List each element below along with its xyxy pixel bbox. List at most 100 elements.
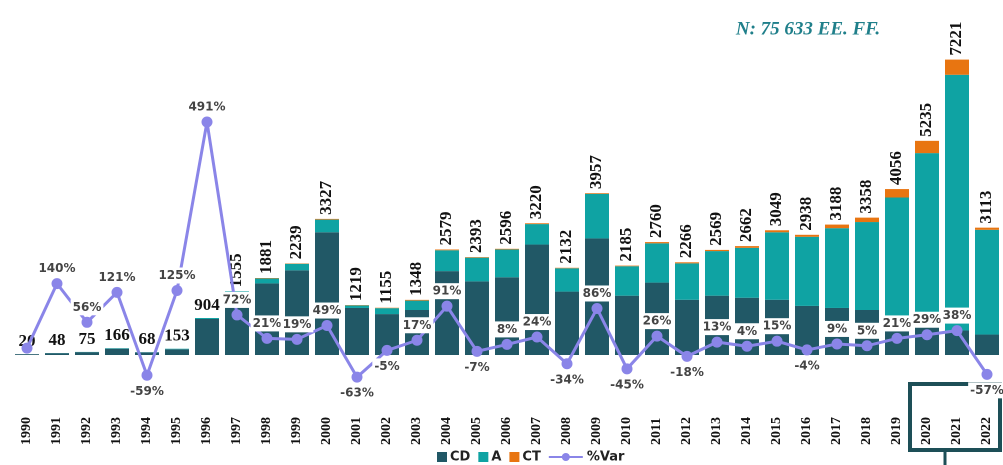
total-label: 2569 [706, 212, 725, 246]
point-label-group: 91% [430, 283, 464, 300]
point-label-group: 491% [186, 98, 228, 115]
x-tick-label: 2000 [319, 417, 334, 445]
line-point [501, 338, 513, 350]
point-label-bg [734, 323, 760, 340]
bar-segment [735, 246, 759, 248]
point-label: 91% [433, 284, 462, 298]
total-label: 1881 [256, 240, 275, 274]
bar-segment [975, 229, 999, 335]
bar-segment [705, 249, 729, 252]
bar-segment [345, 307, 369, 355]
point-label-group: -4% [792, 357, 822, 374]
point-label-bg [220, 291, 254, 308]
total-label: 68 [139, 329, 156, 348]
point-label: 5% [857, 323, 877, 337]
point-label: 38% [943, 308, 972, 322]
x-tick-label: 2017 [829, 417, 844, 445]
bar-segment [525, 224, 549, 245]
point-label-bg [968, 382, 1003, 399]
point-label-group: 9% [824, 320, 850, 337]
bar-segment [495, 249, 519, 278]
bar-segment [765, 230, 789, 233]
bar-segment [705, 251, 729, 296]
bar-segment [495, 248, 519, 250]
bar-segment [975, 334, 999, 355]
bar-segment [645, 243, 669, 283]
total-label: 2266 [676, 224, 695, 258]
bar-segment [585, 193, 609, 239]
point-label: 4% [737, 324, 757, 338]
point-label-group: 13% [700, 319, 734, 336]
bar-segment [975, 227, 999, 230]
point-label: -18% [670, 365, 704, 379]
point-label-bg [792, 357, 822, 374]
x-tick-label: 2006 [499, 417, 514, 445]
total-label: 153 [164, 326, 190, 345]
bar-segment [885, 189, 909, 198]
total-label: 4056 [886, 151, 905, 185]
point-label-group: 29% [910, 311, 944, 328]
point-label: -4% [794, 358, 819, 372]
bar-segment [585, 193, 609, 194]
x-tick-label: 1996 [199, 417, 214, 445]
point-label: 21% [253, 316, 282, 330]
bar-segment [825, 224, 849, 229]
point-label-bg [854, 322, 880, 339]
bar-segment [465, 257, 489, 258]
line-point [171, 285, 183, 297]
x-tick-label: 2018 [859, 417, 874, 445]
x-tick-label: 1997 [229, 417, 244, 445]
bar-segment [405, 300, 429, 310]
point-label-group: 21% [880, 315, 914, 332]
total-label: 1155 [376, 271, 395, 304]
point-label: 140% [38, 261, 75, 275]
total-label: 2239 [286, 225, 305, 259]
legend-swatch [509, 452, 520, 462]
x-tick-label: 2013 [709, 417, 724, 445]
point-label: -45% [610, 377, 644, 391]
legend-marker [561, 453, 570, 461]
point-label-group: 56% [70, 299, 104, 316]
point-label: -7% [464, 360, 489, 374]
point-label-bg [156, 267, 198, 284]
total-label: 2185 [616, 228, 635, 262]
bar-segment [75, 352, 99, 355]
point-label-bg [910, 311, 944, 328]
point-label-bg [580, 285, 614, 302]
point-label-group: 125% [156, 267, 198, 284]
x-tick-label: 1999 [289, 417, 304, 445]
point-label-bg [668, 364, 706, 381]
point-label-group: 86% [580, 285, 614, 302]
line-point [201, 116, 213, 128]
point-label-group: 49% [310, 302, 344, 319]
point-label: 21% [883, 316, 912, 330]
bar-segment [825, 228, 849, 308]
point-label: 29% [913, 312, 942, 326]
bar-segment [165, 348, 189, 350]
x-tick-label: 2004 [439, 417, 454, 445]
total-label: 3957 [586, 155, 605, 190]
bar-segment [675, 262, 699, 264]
total-label: 5235 [916, 103, 935, 137]
point-label-group: 21% [250, 315, 284, 332]
point-label-group: 121% [96, 269, 138, 286]
point-label-bg [430, 283, 464, 300]
highlight-box [908, 382, 1002, 452]
point-label-group: 38% [940, 307, 974, 324]
total-label: 2579 [436, 211, 455, 245]
bar-segment [615, 295, 639, 355]
total-label: 3113 [976, 191, 995, 224]
bar-segment [465, 257, 489, 282]
x-tick-label: 1990 [19, 417, 34, 445]
total-label: 3049 [766, 192, 785, 226]
line-point [621, 363, 633, 375]
point-label: 125% [158, 268, 195, 282]
bar-segment [885, 197, 909, 319]
line-point [921, 329, 933, 341]
point-label-bg [548, 371, 586, 388]
point-label-group: -57% [968, 382, 1003, 399]
total-label: 48 [49, 330, 66, 349]
x-tick-label: 2007 [529, 417, 544, 445]
line-point [441, 300, 453, 312]
bar-segment [765, 232, 789, 300]
